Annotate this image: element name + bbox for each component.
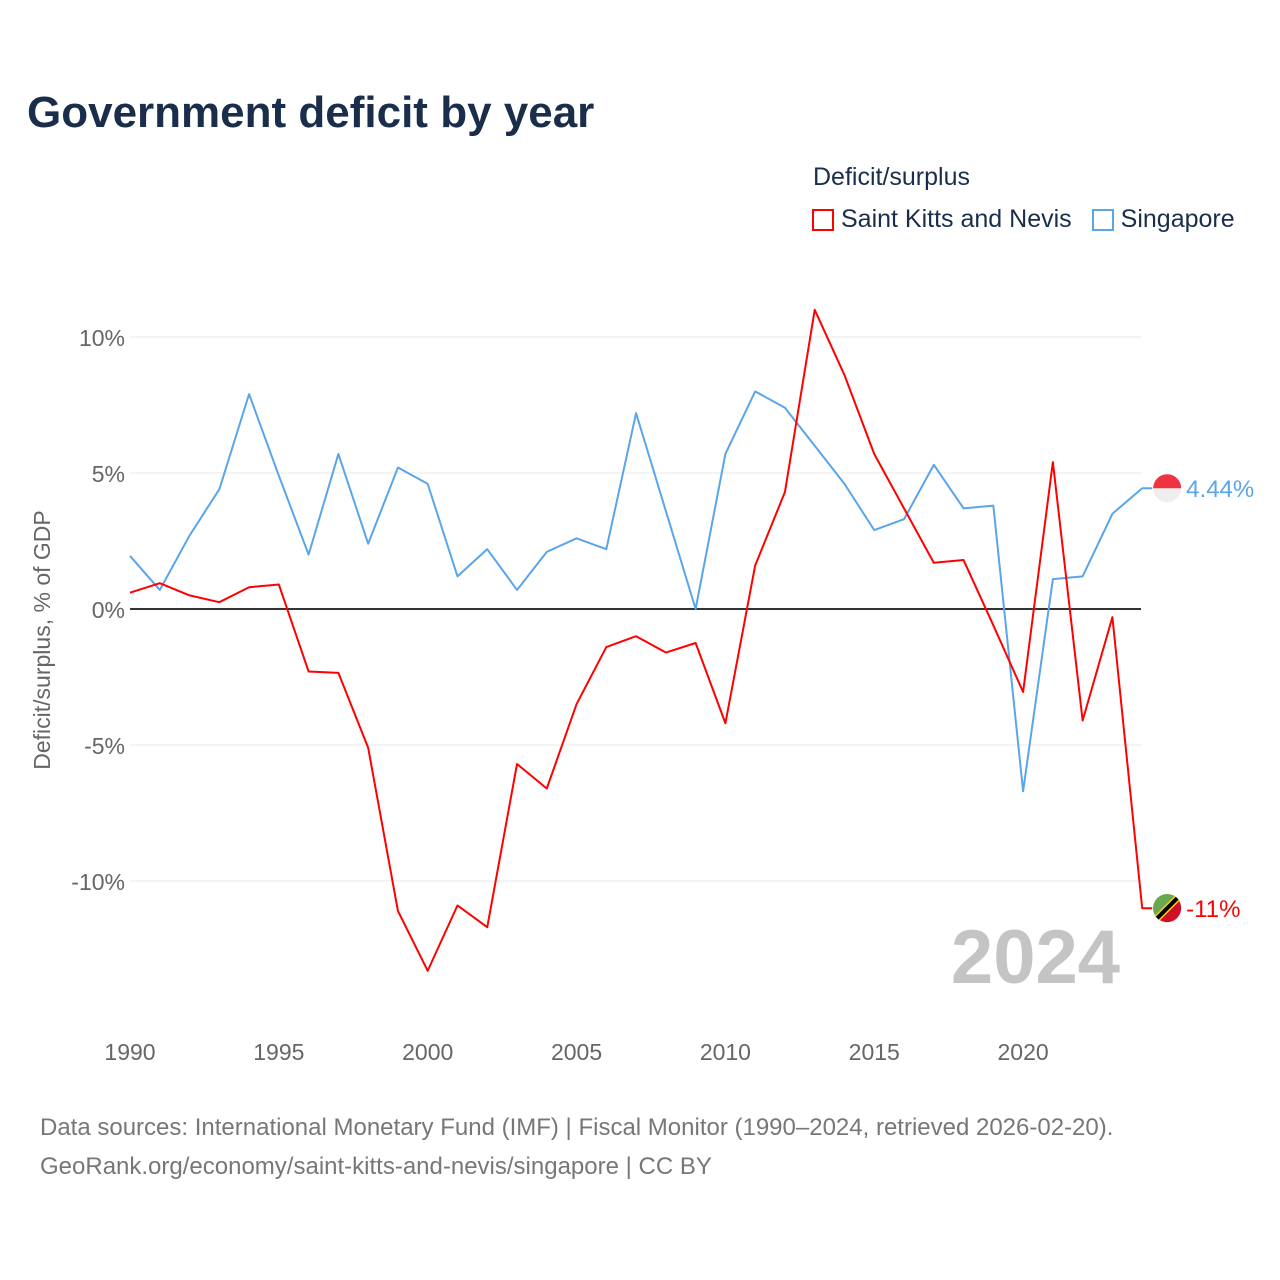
x-tick-label: 2020: [998, 1039, 1049, 1065]
legend-item-singapore[interactable]: Singapore: [1091, 205, 1235, 234]
legend-swatch: [1091, 208, 1114, 231]
source-line-1: Data sources: International Monetary Fun…: [40, 1114, 1114, 1141]
y-tick-label: 10%: [79, 325, 125, 351]
source-note: Data sources: International Monetary Fun…: [40, 1108, 1113, 1186]
end-value-label: -11%: [1186, 896, 1240, 923]
legend-label: Singapore: [1120, 205, 1235, 233]
legend-label: Saint Kitts and Nevis: [841, 205, 1072, 233]
singapore-flag-icon: [1153, 474, 1182, 489]
series-line-saint-kitts-and-nevis: [129, 308, 1153, 972]
saint-kitts-flag-icon: [1155, 896, 1179, 920]
legend: Saint Kitts and Nevis Singapore: [812, 205, 1235, 234]
end-value-label: 4.44%: [1186, 476, 1254, 503]
x-tick-label: 1990: [104, 1039, 155, 1065]
x-tick-label: 2015: [849, 1039, 900, 1065]
source-line-2[interactable]: GeoRank.org/economy/saint-kitts-and-nevi…: [40, 1153, 712, 1180]
x-tick-label: 2005: [551, 1039, 602, 1065]
y-tick-label: -10%: [71, 869, 125, 895]
x-tick-label: 2000: [402, 1039, 453, 1065]
x-tick-label: 2010: [700, 1039, 751, 1065]
series-line-singapore: [129, 390, 1153, 793]
x-tick-label: 1995: [253, 1039, 304, 1065]
y-axis-label: Deficit/surplus, % of GDP: [29, 510, 55, 769]
legend-swatch: [812, 208, 834, 231]
y-tick-label: -5%: [84, 733, 125, 759]
chart-title: Government deficit by year: [27, 88, 595, 137]
legend-title: Deficit/surplus: [813, 163, 970, 191]
y-tick-label: 0%: [92, 597, 125, 623]
y-tick-label: 5%: [92, 461, 125, 487]
legend-item-saint-kitts[interactable]: Saint Kitts and Nevis: [812, 205, 1072, 234]
year-watermark: 2024: [951, 915, 1120, 1000]
